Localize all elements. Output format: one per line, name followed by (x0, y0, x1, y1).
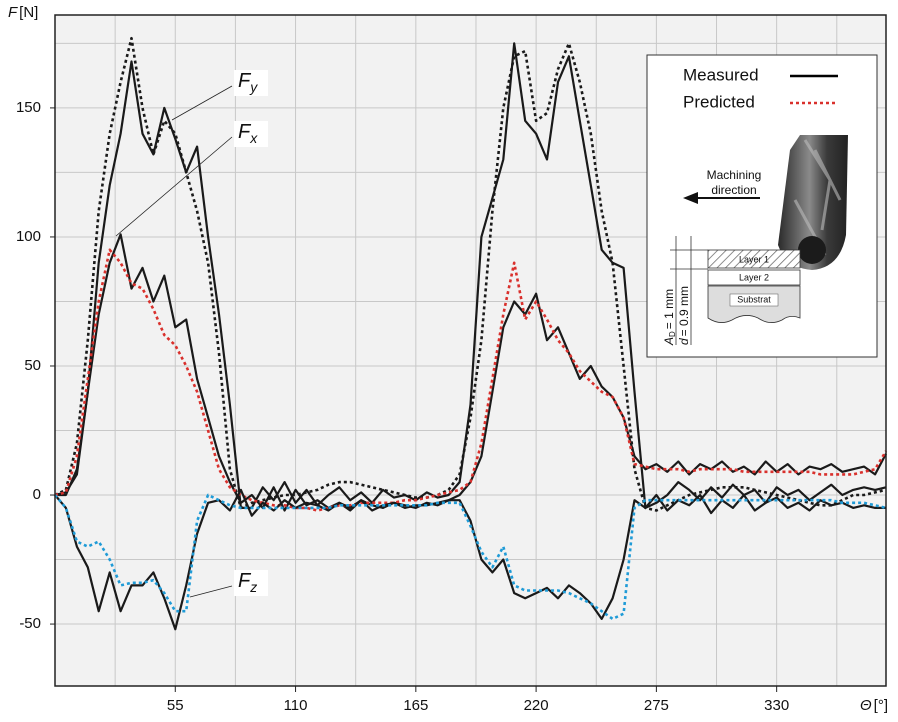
y-tick-label: 150 (16, 99, 41, 116)
annotation-sub: y (249, 79, 258, 95)
measured-line (54, 488, 886, 631)
annotation-bg (234, 70, 268, 96)
annotation-sub: z (249, 579, 257, 595)
legend-label: Predicted (683, 92, 755, 111)
x-tick-label: 165 (403, 697, 428, 714)
annotation-leader (189, 585, 233, 598)
tool-tip (798, 236, 826, 264)
x-tick-label: 55 (167, 697, 184, 714)
annotation-bg (234, 570, 268, 596)
legend-label: Measured (683, 65, 759, 84)
plot-frame (54, 14, 887, 687)
layer-1 (707, 249, 801, 269)
tool (778, 135, 848, 270)
y-label-symbol: F (8, 4, 18, 21)
x-label-symbol: Θ (860, 697, 872, 714)
layer-2 (707, 269, 801, 286)
predicted-line (54, 36, 887, 512)
depth-sub: D (668, 331, 677, 337)
direction-label: Machining (707, 168, 762, 182)
annotation: Fx (238, 121, 258, 145)
layer-label: Substrat (737, 294, 771, 304)
predicted-line (54, 248, 888, 512)
x-tick-label: 220 (524, 697, 549, 714)
measured-line (54, 42, 887, 509)
annotation-bg (234, 121, 268, 147)
label-bg (729, 293, 779, 307)
annotation-sub: x (249, 130, 258, 146)
arrow-head (683, 192, 698, 204)
annotation: Fy (238, 70, 258, 94)
y-label-unit: [N] (19, 4, 38, 21)
annotation-symbol: F (238, 70, 252, 92)
annotation-symbol: F (238, 570, 252, 592)
annotation: Fz (238, 570, 257, 594)
x-label-unit: [°] (874, 697, 888, 714)
y-tick-label: -50 (19, 615, 41, 632)
layer-label: Layer 1 (739, 254, 769, 264)
depth-rest: = 1 mm (662, 289, 676, 329)
annotation-leader (115, 136, 233, 237)
x-tick-label: 330 (764, 697, 789, 714)
direction-label: direction (711, 183, 756, 197)
y-tick-label: 100 (16, 228, 41, 245)
x-tick-label: 110 (284, 697, 308, 714)
layer-label: Layer 2 (739, 272, 769, 282)
annotation-symbol: F (238, 121, 252, 143)
depth-symbol: A (662, 337, 676, 346)
depth-a-label: AD = 1 mm (662, 289, 677, 346)
x-tick-label: 275 (644, 697, 669, 714)
predicted-line (54, 493, 887, 621)
y-tick-label: 50 (24, 357, 41, 374)
depth-rest: = 0.9 mm (677, 286, 691, 336)
y-axis-label: F [N] (8, 4, 38, 21)
depth-d-label: d = 0.9 mm (677, 286, 691, 345)
x-axis-label: Θ [°] (860, 697, 888, 714)
depth-symbol: d (677, 338, 691, 345)
annotation-leader (171, 85, 233, 121)
lines (54, 36, 888, 631)
y-tick-label: 0 (33, 486, 41, 503)
